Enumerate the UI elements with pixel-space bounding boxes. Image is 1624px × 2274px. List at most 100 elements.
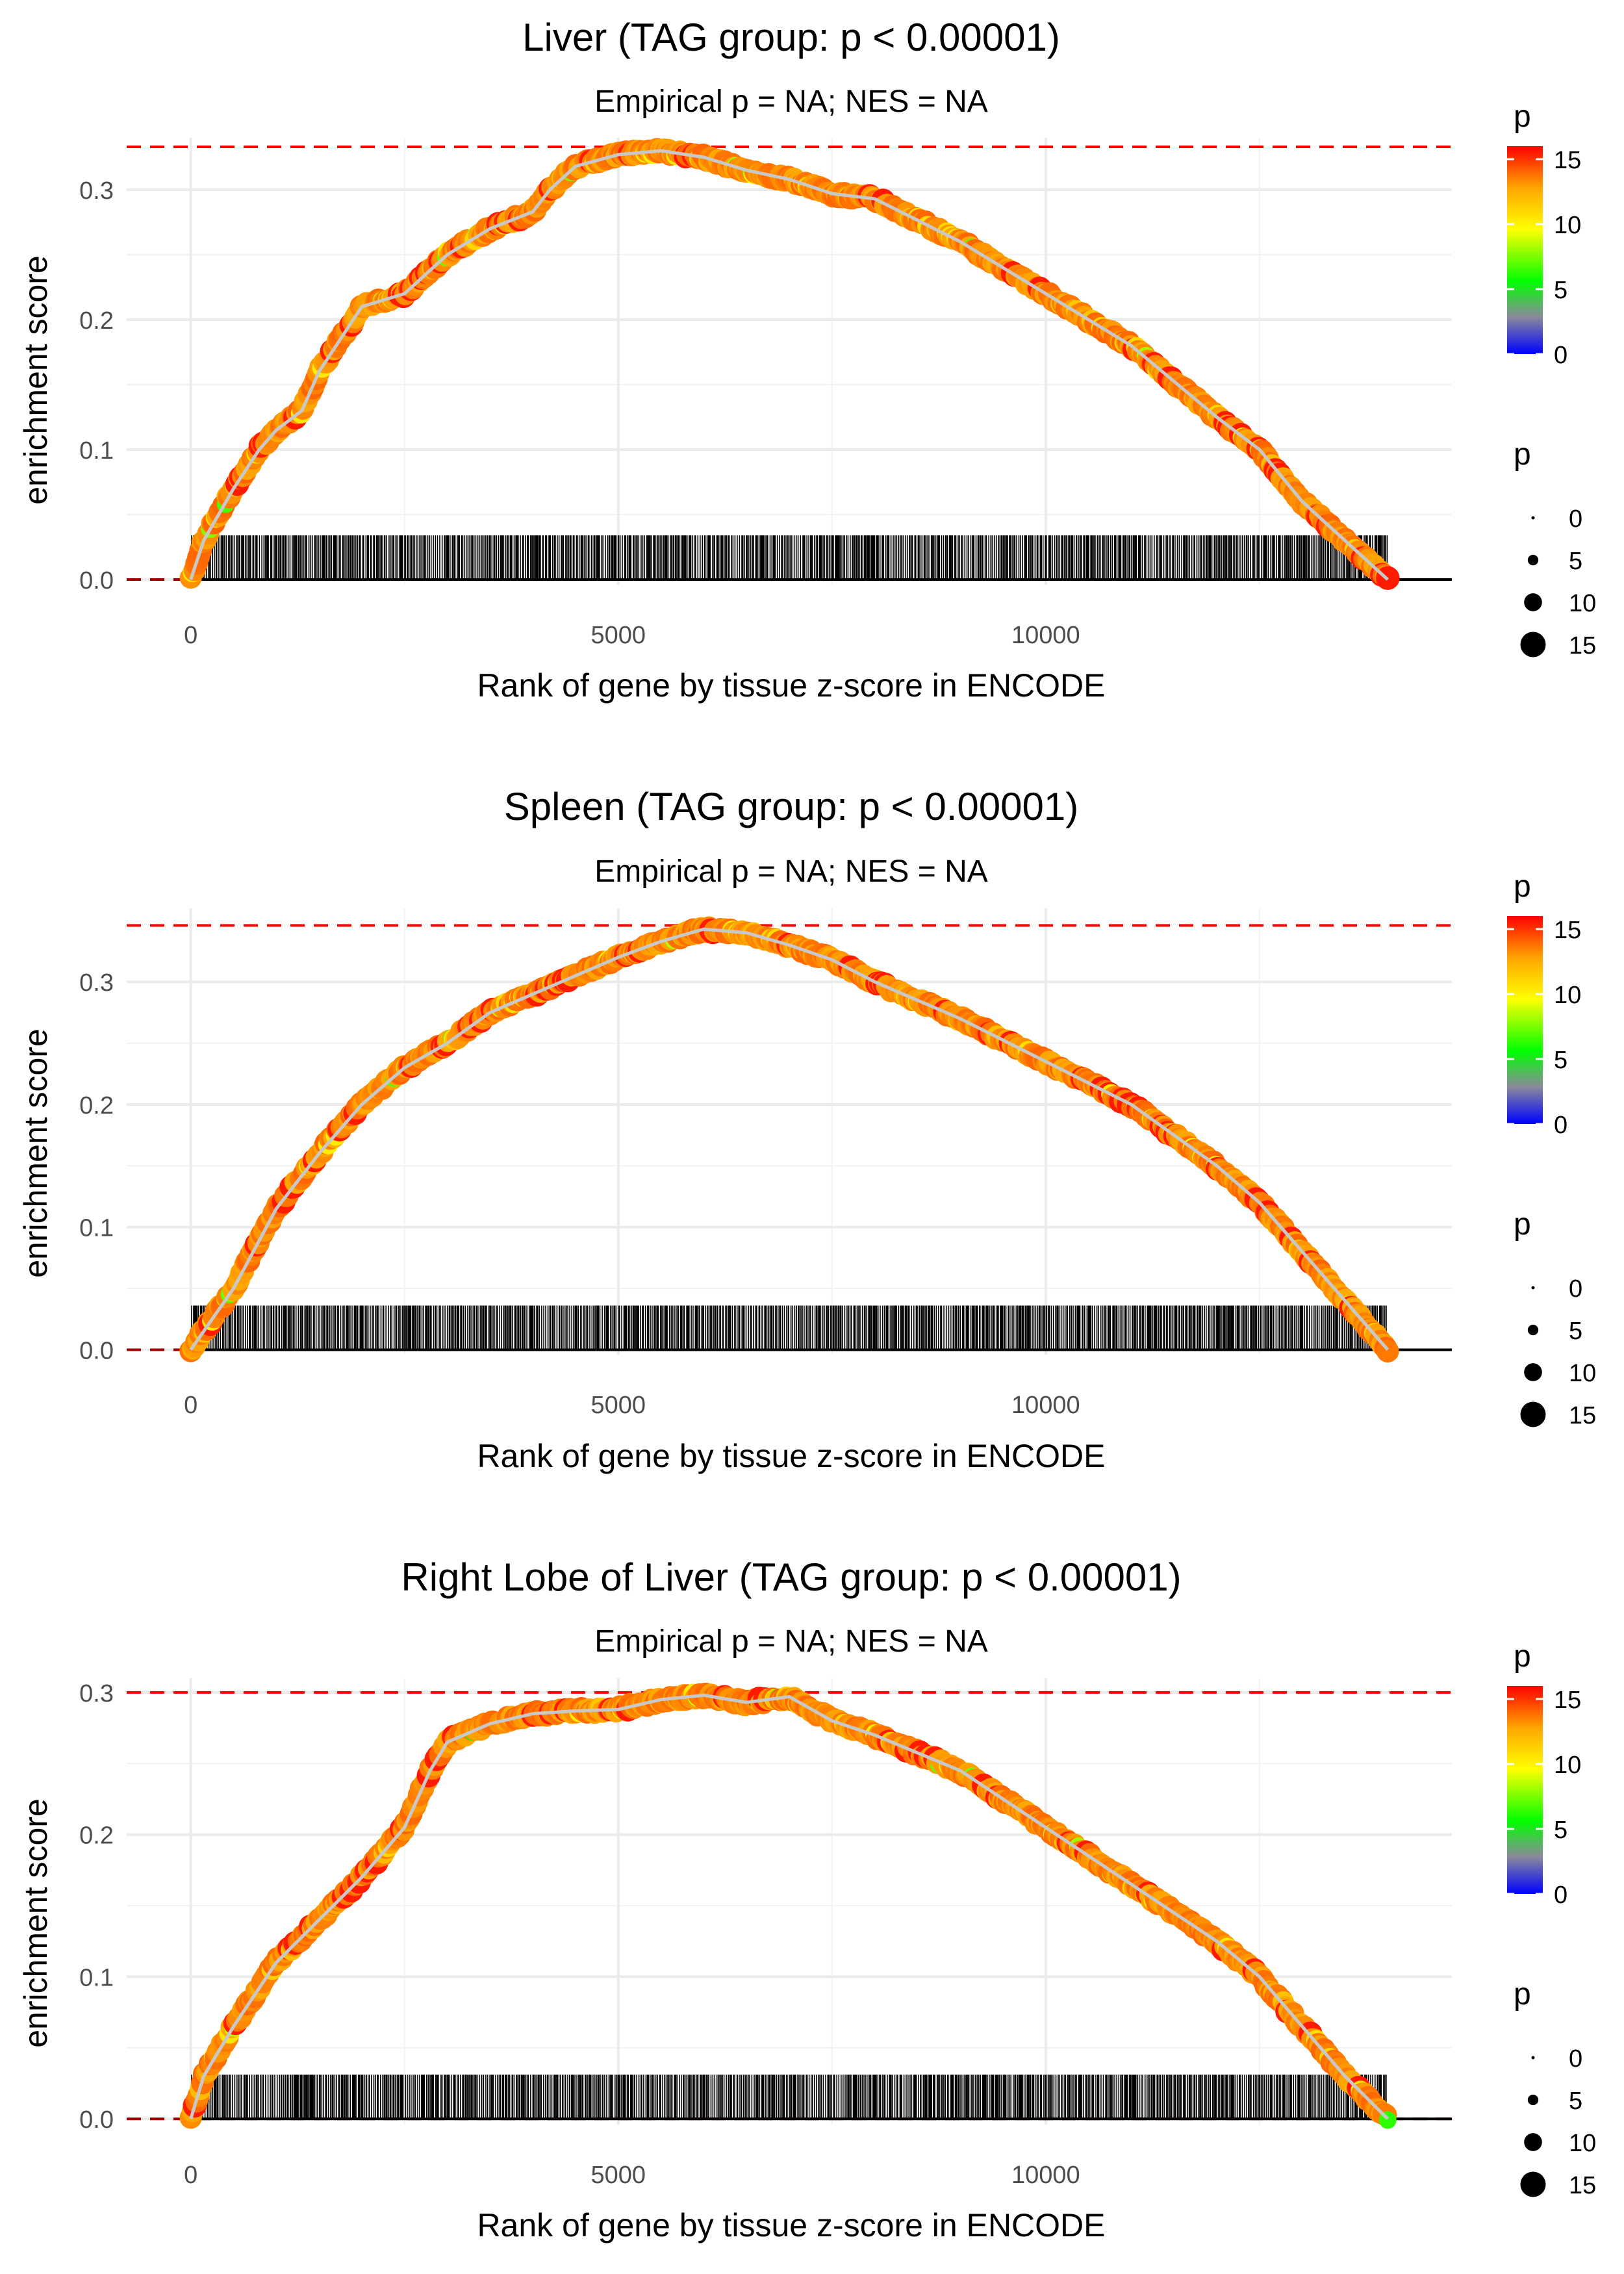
color-bar-label: 0 <box>1554 1112 1567 1139</box>
size-legend-label: 5 <box>1569 1318 1582 1345</box>
color-bar-label: 0 <box>1554 1882 1567 1909</box>
color-legend-title: p <box>1514 869 1531 904</box>
x-axis-label: Rank of gene by tissue z-score in ENCODE <box>477 667 1105 704</box>
y-tick-label: 0.1 <box>79 1964 114 1991</box>
gene-rug-ticks <box>191 2075 1387 2119</box>
size-legend-dot <box>1520 2171 1546 2197</box>
x-tick-label: 10000 <box>1011 622 1080 649</box>
color-legend: p 0 5 10 15 <box>1507 869 1581 1139</box>
color-bar-label: 15 <box>1554 1687 1581 1714</box>
x-tick-label: 10000 <box>1011 2162 1080 2189</box>
panel-right-lobe-of-liver: Right Lobe of Liver (TAG group: p < 0.00… <box>18 1555 1596 2243</box>
color-bar-label: 5 <box>1554 1047 1567 1074</box>
panel-liver: Liver (TAG group: p < 0.00001) Empirical… <box>18 16 1596 704</box>
size-legend-dot <box>1520 632 1546 658</box>
size-legend-label: 15 <box>1569 1402 1596 1429</box>
color-legend-title: p <box>1514 99 1531 134</box>
size-legend-label: 0 <box>1569 505 1582 533</box>
size-legend-label: 5 <box>1569 548 1582 575</box>
color-bar <box>1507 1686 1543 1894</box>
enrichment-points <box>179 916 1399 1362</box>
color-bar-label: 5 <box>1554 277 1567 304</box>
size-legend: p 0 5 10 15 <box>1514 1977 1596 2199</box>
panel-spleen: Spleen (TAG group: p < 0.00001) Empirica… <box>18 785 1596 1474</box>
size-legend-title: p <box>1514 437 1531 472</box>
x-tick-label: 0 <box>184 622 197 649</box>
color-bar-label: 15 <box>1554 147 1581 174</box>
size-legend-items: 0 5 10 15 <box>1520 2045 1596 2199</box>
y-tick-label: 0.3 <box>79 969 114 997</box>
size-legend-items: 0 5 10 15 <box>1520 505 1596 659</box>
panel-title: Spleen (TAG group: p < 0.00001) <box>504 785 1078 828</box>
size-legend: p 0 5 10 15 <box>1514 1207 1596 1429</box>
color-bar-ticks: 0 5 10 15 <box>1507 1687 1581 1909</box>
plot-area: 0.0 0.1 0.2 0.3 0 5000 10000 <box>79 1678 1452 2189</box>
panel-subtitle: Empirical p = NA; NES = NA <box>594 84 988 119</box>
size-legend-dot <box>1531 516 1535 520</box>
size-legend-dot <box>1524 2133 1542 2151</box>
y-tick-label: 0.2 <box>79 1822 114 1850</box>
y-tick-label: 0.0 <box>79 2106 114 2134</box>
color-legend: p 0 5 10 15 <box>1507 99 1581 369</box>
size-legend-dot <box>1531 2056 1535 2060</box>
gene-rug <box>191 535 1388 580</box>
size-legend-label: 15 <box>1569 632 1596 659</box>
y-tick-label: 0.1 <box>79 1215 114 1242</box>
size-legend-dot <box>1524 1363 1542 1381</box>
color-bar-ticks: 0 5 10 15 <box>1507 147 1581 369</box>
y-tick-label: 0.2 <box>79 307 114 335</box>
y-tick-label: 0.0 <box>79 1337 114 1364</box>
gene-rug-ticks <box>191 1305 1387 1350</box>
color-bar-label: 0 <box>1554 342 1567 369</box>
size-legend-label: 0 <box>1569 1275 1582 1303</box>
gene-rug <box>191 2075 1387 2119</box>
size-legend-dot <box>1527 2094 1539 2106</box>
enrichment-line <box>189 149 1389 581</box>
x-tick-label: 0 <box>184 1392 197 1419</box>
x-tick-label: 0 <box>184 2162 197 2189</box>
color-bar <box>1507 146 1543 354</box>
color-legend-title: p <box>1514 1639 1531 1674</box>
size-legend-dot <box>1527 554 1539 566</box>
y-tick-label: 0.3 <box>79 1680 114 1707</box>
y-tick-label: 0.0 <box>79 567 114 594</box>
panel-subtitle: Empirical p = NA; NES = NA <box>594 854 988 889</box>
color-legend: p 0 5 10 15 <box>1507 1639 1581 1909</box>
x-tick-label: 5000 <box>591 2162 646 2189</box>
y-tick-label: 0.3 <box>79 177 114 205</box>
y-axis-label: enrichment score <box>18 255 54 505</box>
size-legend-label: 0 <box>1569 2045 1582 2073</box>
enrichment-line <box>189 1693 1389 2120</box>
color-bar <box>1507 916 1543 1124</box>
panel-subtitle: Empirical p = NA; NES = NA <box>594 1624 988 1659</box>
size-legend-items: 0 5 10 15 <box>1520 1275 1596 1429</box>
enrichment-points <box>179 138 1400 590</box>
size-legend: p 0 5 10 15 <box>1514 437 1596 659</box>
color-bar-ticks: 0 5 10 15 <box>1507 917 1581 1139</box>
size-legend-title: p <box>1514 1977 1531 2012</box>
color-bar-label: 10 <box>1554 1752 1581 1779</box>
color-bar-label: 10 <box>1554 212 1581 239</box>
size-legend-dot <box>1524 593 1542 611</box>
x-tick-label: 10000 <box>1011 1392 1080 1419</box>
plot-area: 0.0 0.1 0.2 0.3 0 5000 10000 <box>79 908 1452 1419</box>
size-legend-label: 10 <box>1569 1360 1596 1387</box>
color-bar-label: 10 <box>1554 982 1581 1009</box>
enrichment-line <box>189 927 1389 1351</box>
size-legend-label: 15 <box>1569 2172 1596 2199</box>
y-axis-label: enrichment score <box>18 1798 54 2048</box>
gene-rug-ticks <box>191 535 1388 580</box>
x-axis-label: Rank of gene by tissue z-score in ENCODE <box>477 1438 1105 1474</box>
x-tick-label: 5000 <box>591 1392 646 1419</box>
gene-rug <box>191 1305 1387 1350</box>
color-bar-label: 5 <box>1554 1817 1567 1844</box>
panel-title: Liver (TAG group: p < 0.00001) <box>522 16 1060 59</box>
enrichment-point <box>1377 1340 1399 1362</box>
y-tick-label: 0.2 <box>79 1092 114 1119</box>
x-axis-label: Rank of gene by tissue z-score in ENCODE <box>477 2207 1105 2243</box>
size-legend-label: 10 <box>1569 2130 1596 2157</box>
panel-title: Right Lobe of Liver (TAG group: p < 0.00… <box>401 1555 1181 1599</box>
y-tick-label: 0.1 <box>79 437 114 465</box>
color-bar-label: 15 <box>1554 917 1581 944</box>
